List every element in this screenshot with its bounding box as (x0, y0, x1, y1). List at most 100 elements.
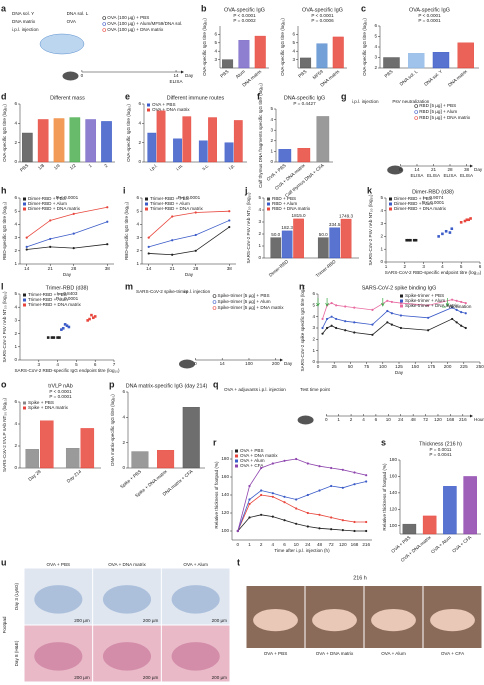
timeline-tick-label: 100 (245, 361, 253, 366)
column-label: OVA + PBS (47, 562, 71, 567)
y-tick-label: 6 (14, 195, 17, 200)
y-tick-label: 2 (258, 231, 261, 236)
panel-title: DNA matrix-specific IgG (day 214) (126, 383, 208, 389)
y-tick-label: 0 (14, 357, 17, 362)
x-tick-label: 1/8 (37, 163, 45, 171)
point (295, 457, 298, 461)
panel-letter: i (123, 185, 126, 195)
tissue (171, 585, 220, 614)
point (335, 317, 338, 321)
x-tick-label: Day 214 (66, 469, 83, 484)
panel-letter: c (361, 3, 366, 13)
timeline-tick-label: 6 (375, 417, 378, 422)
y-tick-label: 120 (389, 507, 397, 512)
point (330, 324, 333, 327)
bar (208, 117, 217, 163)
panel-title: SARS-CoV-2 spike binding IgG (362, 285, 437, 291)
y-axis-label: RBD-specific IgG titre (log₁₀) (2, 201, 7, 260)
y-axis-label: Relative thickness of footpad (%) (382, 463, 387, 531)
point (295, 507, 298, 510)
series-line (322, 307, 466, 329)
point (353, 321, 356, 324)
x-tick-label: 28 (71, 266, 77, 271)
timeline-event: ELISA (460, 173, 474, 178)
point (451, 298, 454, 301)
y-tick-label: 2 (136, 248, 139, 253)
scale-label: 200 µm (212, 675, 228, 680)
bar (198, 140, 208, 163)
point (386, 299, 389, 302)
y-tick-label: 3 (270, 127, 273, 132)
point (271, 492, 274, 495)
y-tick-label: 1 (270, 149, 273, 154)
point (455, 321, 458, 324)
panel-letter: f (257, 91, 261, 101)
y-tick-label: 3 (258, 219, 261, 224)
bar (408, 53, 425, 69)
point (318, 489, 321, 492)
series-line (148, 220, 230, 248)
bar (329, 227, 341, 259)
y-tick-label: 2 (14, 331, 17, 336)
y-tick-label: 1 (258, 243, 261, 248)
point (412, 238, 416, 242)
timeline-arrow (470, 414, 473, 418)
legend-label: Trimer-RBD + DNA matrix (150, 206, 203, 211)
y-axis-label: SARS-CoV-2 PsV nAb NT₅₀ (log₁₀) (2, 291, 7, 363)
y-tick-label: 100 (389, 523, 397, 528)
x-tick-label: Dimer-RBD (268, 258, 290, 277)
timeline-tick-label: 24 (398, 417, 404, 422)
y-tick-label: 6 (374, 23, 377, 28)
panel-letter: n (299, 281, 305, 291)
y-axis-label: SARS-CoV-2 PsV nAb NT₅₀ (log₁₀) (368, 194, 373, 266)
x-axis-label: Day (63, 272, 72, 277)
mouse (297, 415, 314, 425)
x-tick-label: 3 (422, 264, 425, 269)
annotation: P = 0.0001 (56, 296, 79, 301)
bar (238, 40, 250, 69)
x-tick-label: Trimer-RBD (315, 258, 337, 278)
point (72, 212, 75, 215)
bar (317, 237, 329, 259)
y-tick-label: 0 (138, 159, 141, 164)
legend-label: Dimer-RBD + PBS (28, 196, 66, 201)
point (49, 245, 52, 248)
timeline-tick-label: 168 (447, 417, 455, 422)
legend-swatch (400, 299, 403, 303)
point (248, 516, 251, 519)
y-tick-label: 120 (221, 510, 229, 515)
timeline-unit: Hour (474, 417, 484, 422)
y-tick-label: 3 (312, 325, 315, 330)
y-tick-label: 0 (14, 465, 17, 470)
y-tick-label: 6 (136, 195, 139, 200)
legend-label: Spike-trimer + Alum (405, 298, 445, 303)
panel-title: Thickness (216 h) (419, 441, 462, 447)
panel-letter: d (1, 91, 7, 101)
x-tick-label: 48 (317, 542, 323, 547)
y-tick-label: 2 (14, 443, 17, 448)
x-tick-label: Calf thymus DNA + CFA (284, 162, 326, 198)
x-tick-label: 2 (103, 163, 109, 169)
scale-label: 200 µm (143, 675, 159, 680)
x-tick-label: 1 (248, 542, 251, 547)
point (248, 502, 251, 506)
y-tick-label: 5 (292, 40, 295, 45)
x-tick-label: 6 (479, 264, 482, 269)
legend-swatch (389, 202, 392, 206)
panel-title: Different mass (50, 95, 85, 101)
x-tick-label: PBS (384, 69, 394, 79)
point (318, 513, 321, 516)
point (63, 323, 67, 326)
series-line (26, 206, 108, 238)
point (341, 519, 344, 522)
point (330, 315, 333, 318)
point (228, 225, 231, 229)
vaccination-arrow (445, 298, 450, 307)
y-tick-label: 4 (122, 415, 125, 420)
y-tick-label: 6 (122, 389, 125, 394)
annotation: r = 0.9074 (423, 195, 444, 200)
panel-letter: g (341, 91, 347, 101)
point (390, 300, 393, 304)
annotation: P < 0.0001 (178, 195, 201, 200)
